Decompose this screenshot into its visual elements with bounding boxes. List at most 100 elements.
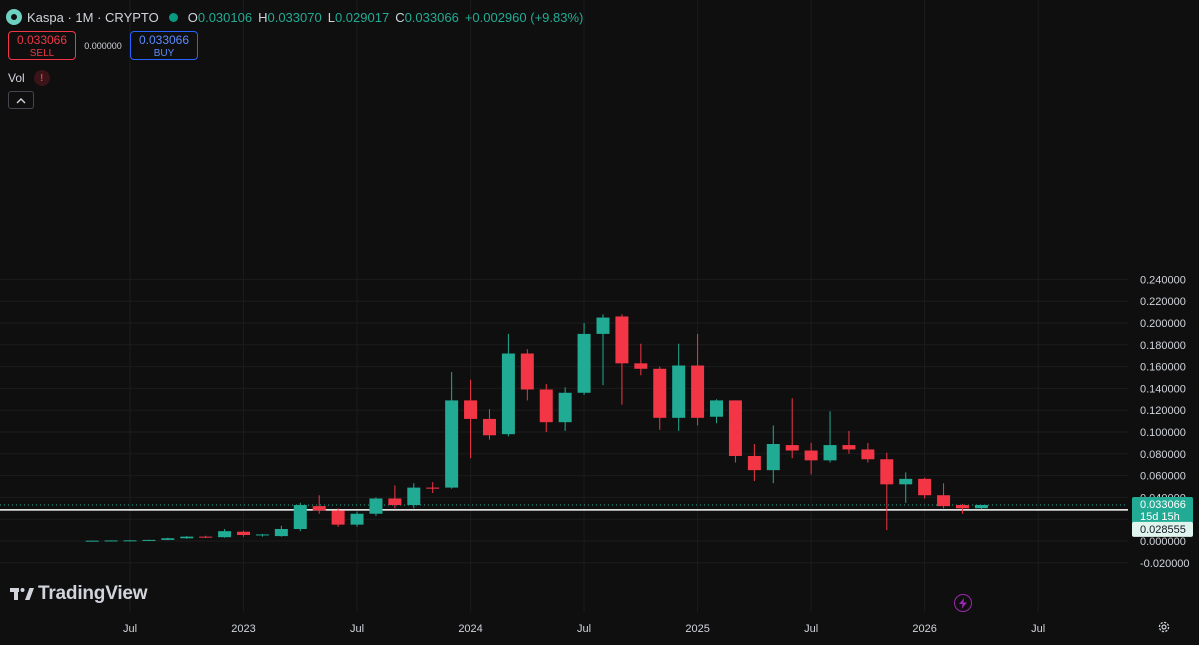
price-tick-label: 0.100000 <box>1140 427 1186 439</box>
candle-body <box>955 505 969 509</box>
candle-body <box>615 316 629 364</box>
candle-body <box>501 353 515 435</box>
symbol-legend: Kaspa · 1M · CRYPTO O 0.030106 H 0.03307… <box>6 8 583 26</box>
tradingview-logo-icon <box>10 588 34 600</box>
price-tick-label: 0.200000 <box>1140 318 1186 330</box>
time-tick-label: Jul <box>804 623 818 635</box>
price-tick-label: 0.220000 <box>1140 296 1186 308</box>
candle-body <box>728 400 742 456</box>
price-tick-label: 0.140000 <box>1140 383 1186 395</box>
candle-body <box>293 505 307 530</box>
candle-body <box>520 353 534 390</box>
candle-body <box>842 445 856 450</box>
candle-body <box>558 392 572 423</box>
buy-price: 0.033066 <box>138 33 190 47</box>
collapse-indicators-button[interactable] <box>8 91 34 109</box>
candle-body <box>85 540 99 542</box>
gear-icon[interactable] <box>1157 620 1171 634</box>
lightning-button[interactable] <box>954 594 972 612</box>
candle-body <box>785 445 799 451</box>
time-tick-label: Jul <box>350 623 364 635</box>
candle-body <box>274 529 288 537</box>
time-tick-label: 2025 <box>685 623 709 635</box>
candle-body <box>104 540 118 542</box>
close-label: C <box>395 9 405 25</box>
volume-label: Vol <box>8 71 25 85</box>
price-tick-label: -0.020000 <box>1140 558 1190 570</box>
tradingview-wordmark: TradingView <box>38 583 148 604</box>
candle-body <box>464 400 478 419</box>
candle-body <box>426 487 440 489</box>
open-label: O <box>187 9 198 25</box>
change-value: +0.002960 (+9.83%) <box>464 9 584 25</box>
candle-body <box>653 368 667 418</box>
price-tick-label: 0.160000 <box>1140 362 1186 374</box>
candle-body <box>634 363 648 369</box>
low-label: L <box>327 9 335 25</box>
candle-body <box>331 510 345 525</box>
time-tick-label: 2023 <box>231 623 255 635</box>
sell-label: SELL <box>29 48 55 59</box>
price-tick-label: 0.180000 <box>1140 340 1186 352</box>
bar-countdown-label: 15d 15h <box>1140 511 1180 523</box>
candle-body <box>350 513 364 525</box>
tradingview-logo[interactable]: TradingView <box>10 583 148 605</box>
low-value: 0.029017 <box>334 9 390 25</box>
candle-body <box>747 455 761 471</box>
warning-icon[interactable]: ! <box>33 70 50 86</box>
volume-indicator[interactable]: Vol ! <box>8 70 50 86</box>
time-tick-label: Jul <box>123 623 137 635</box>
time-tick-label: 2026 <box>912 623 936 635</box>
price-tick-label: 0.060000 <box>1140 471 1186 483</box>
spread-value: 0.000000 <box>84 40 122 51</box>
current-price-label: 0.033066 <box>1140 499 1186 511</box>
crosshair-price-badge <box>1132 521 1193 537</box>
candle-body <box>672 365 686 418</box>
price-axis-labels: 0.033066 15d 15h 0.028555 <box>1132 496 1193 537</box>
trade-panel: 0.033066 SELL 0.000000 0.033066 BUY <box>8 31 198 60</box>
time-tick-label: Jul <box>577 623 591 635</box>
candle-body <box>218 531 232 538</box>
time-tick-label: 2024 <box>458 623 482 635</box>
current-price-badge <box>1132 496 1193 524</box>
candle-body <box>482 418 496 436</box>
candle-body <box>161 538 175 540</box>
high-value: 0.033070 <box>267 9 322 25</box>
candle-body <box>918 478 932 496</box>
grid <box>0 0 1128 612</box>
chevron-up-icon <box>16 97 26 103</box>
candle-body <box>237 531 251 536</box>
candle-body <box>710 400 724 417</box>
high-label: H <box>258 9 268 25</box>
price-tick-label: 0.080000 <box>1140 449 1186 461</box>
candle-body <box>596 317 610 334</box>
symbol-title[interactable]: Kaspa · 1M · CRYPTO <box>27 9 159 25</box>
candle-body <box>445 400 459 488</box>
candle-body <box>691 365 705 418</box>
candle-body <box>823 445 837 461</box>
price-tick-label: 0.240000 <box>1140 274 1186 286</box>
candle-body <box>539 389 553 423</box>
candle-body <box>407 487 421 506</box>
candle-body <box>899 478 913 485</box>
candle-body <box>123 540 137 542</box>
close-value: 0.033066 <box>404 9 459 25</box>
crosshair-price-label: 0.028555 <box>1140 524 1186 536</box>
buy-button[interactable]: 0.033066 BUY <box>130 31 198 60</box>
candle-body <box>974 504 988 509</box>
candle-body <box>180 536 194 539</box>
candle-body <box>937 495 951 507</box>
candle-body <box>369 498 383 514</box>
sell-button[interactable]: 0.033066 SELL <box>8 31 76 60</box>
time-tick-label: Jul <box>1031 623 1045 635</box>
market-status-dot-icon[interactable] <box>168 12 178 22</box>
candle-body <box>804 450 818 461</box>
price-tick-label: 0.000000 <box>1140 536 1186 548</box>
candle-body <box>861 449 875 460</box>
candle-body <box>312 506 326 511</box>
time-axis[interactable]: Jul 2023 Jul 2024 Jul 2025 Jul 2026 Jul <box>123 623 1045 635</box>
sell-price: 0.033066 <box>16 33 68 47</box>
buy-label: BUY <box>153 48 175 59</box>
